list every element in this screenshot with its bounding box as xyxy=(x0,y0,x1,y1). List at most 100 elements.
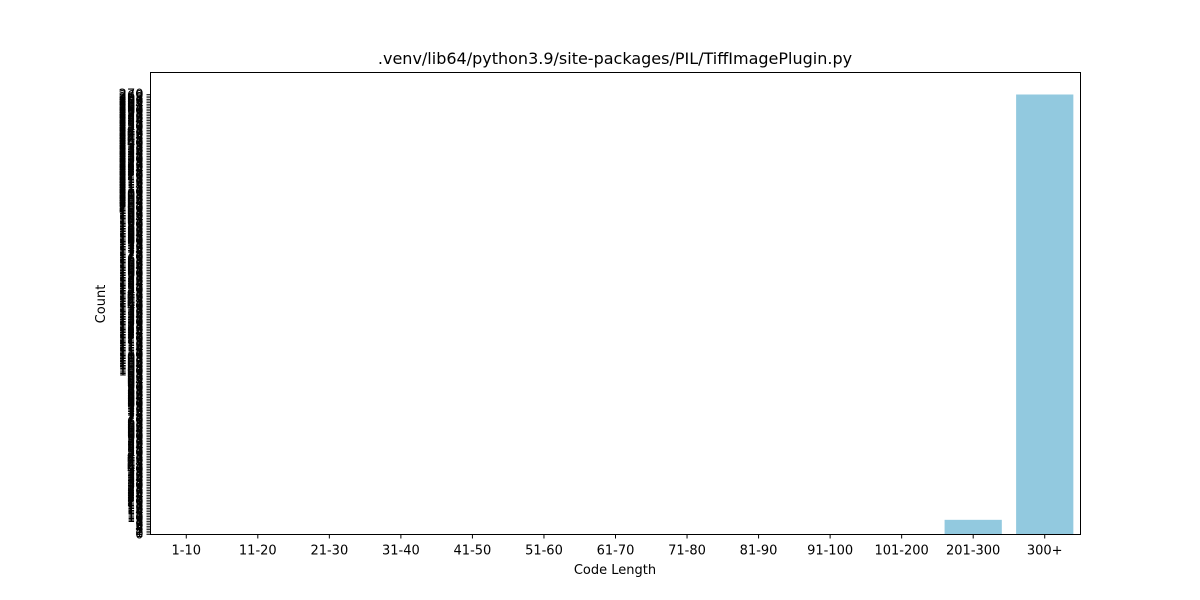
y-tick-label: 27 xyxy=(127,484,144,499)
y-tick-label: 190 xyxy=(119,218,144,233)
y-tick-label: 121 xyxy=(119,330,144,345)
y-tick-label: 21 xyxy=(127,493,144,508)
y-tick-label: 197 xyxy=(119,206,144,221)
y-tick-label: 122 xyxy=(119,329,144,344)
y-tick-label: 175 xyxy=(119,242,144,257)
y-tick-label: 73 xyxy=(127,409,144,424)
y-tick-label: 182 xyxy=(119,231,144,246)
y-tick-label: 136 xyxy=(119,306,144,321)
y-tick-label: 268 xyxy=(119,91,144,106)
y-tick-label: 219 xyxy=(119,171,144,186)
y-tick-label: 168 xyxy=(119,254,144,269)
y-tick-label: 25 xyxy=(127,487,144,502)
y-tick-label: 178 xyxy=(119,237,144,252)
y-tick-label: 195 xyxy=(119,210,144,225)
y-tick-label: 216 xyxy=(119,176,144,191)
y-tick-label: 29 xyxy=(127,480,144,495)
y-tick-label: 63 xyxy=(127,425,144,440)
y-tick-label: 88 xyxy=(127,384,144,399)
y-tick-label: 251 xyxy=(119,118,144,133)
y-tick-label: 37 xyxy=(127,467,144,482)
y-tick-label: 159 xyxy=(119,268,144,283)
y-tick-label: 163 xyxy=(119,262,144,277)
y-tick-label: 201 xyxy=(119,200,144,215)
y-tick-label: 181 xyxy=(119,233,144,248)
y-tick-label: 36 xyxy=(127,469,144,484)
y-tick-label: 101 xyxy=(119,363,144,378)
y-tick-label: 3 xyxy=(135,523,143,538)
y-tick-label: 176 xyxy=(119,241,144,256)
y-tick-label: 243 xyxy=(119,132,144,147)
y-tick-label: 82 xyxy=(127,394,144,409)
y-tick-label: 125 xyxy=(119,324,144,339)
y-tick-label: 23 xyxy=(127,490,144,505)
x-tick-label: 91-100 xyxy=(807,544,853,559)
y-tick-label: 207 xyxy=(119,190,144,205)
y-tick-label: 155 xyxy=(119,275,144,290)
y-tick-label: 144 xyxy=(119,293,144,308)
y-tick-label: 30 xyxy=(127,479,144,494)
y-tick-label: 203 xyxy=(119,197,144,212)
y-tick-label: 189 xyxy=(119,220,144,235)
y-tick-label: 185 xyxy=(119,226,144,241)
y-tick-label: 228 xyxy=(119,156,144,171)
y-tick-label: 211 xyxy=(119,184,144,199)
y-tick-label: 222 xyxy=(119,166,144,181)
y-tick-label: 115 xyxy=(119,340,144,355)
bar-201-300 xyxy=(944,519,1002,535)
y-tick-label: 7 xyxy=(135,516,143,531)
y-tick-label: 104 xyxy=(119,358,144,373)
y-tick-label: 205 xyxy=(119,193,144,208)
y-tick-label: 215 xyxy=(119,177,144,192)
y-tick-label: 202 xyxy=(119,198,144,213)
y-tick-label: 166 xyxy=(119,257,144,272)
y-tick-label: 150 xyxy=(119,283,144,298)
y-tick-label: 60 xyxy=(127,430,144,445)
y-tick-label: 95 xyxy=(127,373,144,388)
y-tick-label: 196 xyxy=(119,208,144,223)
y-tick-label: 250 xyxy=(119,120,144,135)
y-tick-label: 214 xyxy=(119,179,144,194)
y-tick-label: 4 xyxy=(135,521,143,536)
y-tick-label: 229 xyxy=(119,154,144,169)
y-tick-label: 117 xyxy=(119,337,144,352)
y-tick-label: 124 xyxy=(119,325,144,340)
y-tick-label: 152 xyxy=(119,280,144,295)
y-tick-label: 231 xyxy=(119,151,144,166)
y-tick-label: 270 xyxy=(119,88,144,103)
y-tick-label: 177 xyxy=(119,239,144,254)
y-tick-label: 120 xyxy=(119,332,144,347)
y-tick-label: 134 xyxy=(119,309,144,324)
y-tick-label: 142 xyxy=(119,296,144,311)
y-tick-label: 206 xyxy=(119,192,144,207)
y-tick-label: 217 xyxy=(119,174,144,189)
y-tick-label: 26 xyxy=(127,485,144,500)
y-tick-label: 221 xyxy=(119,167,144,182)
y-tick-label: 55 xyxy=(127,438,144,453)
x-tick-label: 300+ xyxy=(1027,544,1063,559)
y-tick-label: 224 xyxy=(119,162,144,177)
y-tick-label: 160 xyxy=(119,267,144,282)
y-tick-label: 100 xyxy=(119,365,144,380)
chart-title: .venv/lib64/python3.9/site-packages/PIL/… xyxy=(378,49,852,68)
y-tick-label: 0 xyxy=(135,528,143,543)
y-tick-label: 49 xyxy=(127,448,144,463)
y-tick-label: 180 xyxy=(119,234,144,249)
y-tick-label: 106 xyxy=(119,355,144,370)
y-tick-label: 141 xyxy=(119,298,144,313)
y-tick-label: 80 xyxy=(127,397,144,412)
y-tick-label: 105 xyxy=(119,356,144,371)
y-tick-label: 140 xyxy=(119,299,144,314)
y-tick-label: 145 xyxy=(119,291,144,306)
y-tick-label: 199 xyxy=(119,203,144,218)
y-tick-label: 76 xyxy=(127,404,144,419)
y-tick-label: 97 xyxy=(127,369,144,384)
y-tick-label: 237 xyxy=(119,141,144,156)
y-tick-label: 111 xyxy=(119,347,144,362)
y-tick-label: 169 xyxy=(119,252,144,267)
y-tick-label: 103 xyxy=(119,360,144,375)
y-tick-label: 107 xyxy=(119,353,144,368)
y-tick-label: 109 xyxy=(119,350,144,365)
x-tick-label: 11-20 xyxy=(239,544,277,559)
y-tick-label: 223 xyxy=(119,164,144,179)
